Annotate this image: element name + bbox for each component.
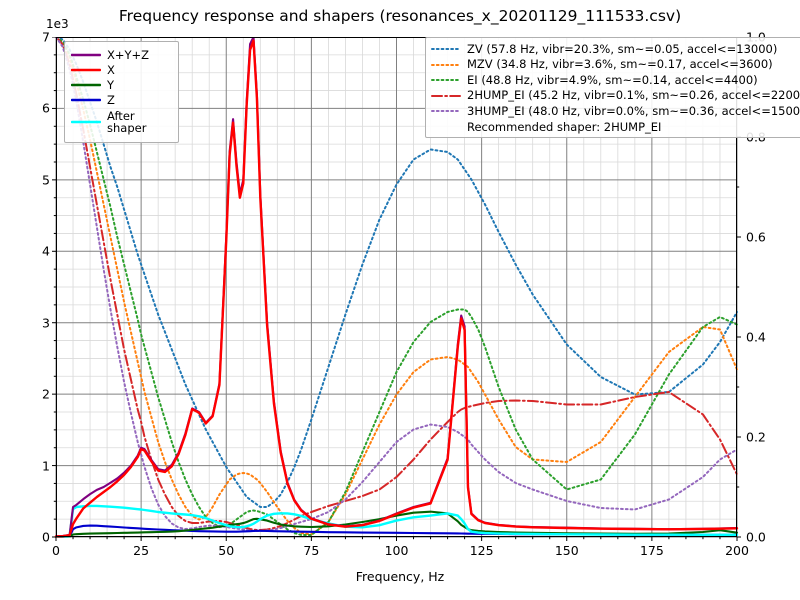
legend-item[interactable]: 3HUMP_EI (48.0 Hz, vibr=0.0%, sm~=0.36, … [431,104,800,119]
y-left-tick-label: 1 [42,458,50,474]
legend-label: Y [107,77,115,92]
legend-label: ZV (57.8 Hz, vibr=20.3%, sm~=0.05, accel… [467,41,778,56]
series-line-z [54,524,739,538]
legend-label: 2HUMP_EI (45.2 Hz, vibr=0.1%, sm~=0.26, … [467,88,800,102]
legend-item[interactable]: After shaper [71,108,171,136]
legend-item[interactable]: Z [71,93,171,107]
y-right-tick-label: 0.6 [746,229,766,245]
legend-label: X+Y+Z [107,47,150,62]
y-axis-exponent-label: 1e3 [46,17,69,31]
legend-line-swatch-icon [431,90,461,102]
legend-label: EI (48.8 Hz, vibr=4.9%, sm~=0.14, accel<… [467,72,758,87]
legend-label: 3HUMP_EI (48.0 Hz, vibr=0.0%, sm~=0.36, … [467,103,800,118]
plot-area [48,35,741,541]
x-axis-label: Frequency, Hz [355,569,445,584]
y-left-tick-label: 7 [42,29,50,45]
x-tick-label: 75 [303,543,320,558]
legend-line-swatch-icon [71,64,101,76]
legend-item[interactable]: Y [71,78,171,92]
x-tick-label: 25 [133,543,150,558]
legend-line-swatch-icon [431,74,461,86]
x-tick-label: 50 [218,543,235,558]
legend-line-swatch-icon [71,79,101,91]
y-left-tick-label: 2 [42,386,50,402]
legend-signals: X+Y+Z X Y Z After shaper [64,41,179,143]
y-left-tick-label: 3 [42,315,50,331]
legend-line-swatch-icon [431,59,461,71]
legend-label: MZV (34.8 Hz, vibr=3.6%, sm~=0.17, accel… [467,57,773,71]
legend-label: Z [107,92,115,107]
tick-marks [52,36,741,541]
legend-line-swatch-icon [431,43,461,55]
legend-label: After shaper [107,108,147,135]
series-line-mzv [55,36,738,536]
legend-item[interactable]: MZV (34.8 Hz, vibr=3.6%, sm~=0.17, accel… [431,57,800,72]
axis-frame [56,37,737,537]
legend-item[interactable]: 2HUMP_EI (45.2 Hz, vibr=0.1%, sm~=0.26, … [431,88,800,103]
y-right-tick-label: 0.2 [746,429,766,445]
x-tick-label: 125 [469,543,494,558]
series-line-x [54,39,739,538]
legend-shapers: ZV (57.8 Hz, vibr=20.3%, sm~=0.05, accel… [425,37,800,138]
series-line-after-shaper [54,504,739,538]
y-left-tick-label: 4 [42,243,50,259]
legend-line-swatch-icon [71,49,101,61]
legend-line-swatch-icon [71,116,101,128]
legend-item[interactable]: X+Y+Z [71,48,171,62]
chart-canvas [52,35,741,541]
x-tick-label: 175 [639,543,664,558]
legend-item[interactable]: EI (48.8 Hz, vibr=4.9%, sm~=0.14, accel<… [431,73,800,88]
recommended-shaper-text: Recommended shaper: 2HUMP_EI [467,120,662,134]
series-line-zv [55,36,738,508]
y-left-tick-label: 5 [42,172,50,188]
legend-item[interactable]: X [71,63,171,77]
y-right-tick-label: 0.4 [746,329,766,345]
x-tick-label: 0 [52,543,60,558]
legend-item[interactable]: ZV (57.8 Hz, vibr=20.3%, sm~=0.05, accel… [431,42,800,57]
series-line-y [54,510,739,538]
y-left-tick-label: 6 [42,100,50,116]
series-line-2hump-ei [55,36,738,531]
legend-line-swatch-icon [431,105,461,117]
chart-title: Frequency response and shapers (resonanc… [118,7,682,25]
x-tick-label: 200 [725,543,749,558]
x-tick-label: 150 [554,543,579,558]
legend-line-swatch-icon [71,94,101,106]
x-tick-label: 100 [384,543,409,558]
series-line-ei [55,36,738,536]
legend-label: X [107,62,115,77]
y-left-tick-label: 0 [42,529,50,545]
y-right-tick-label: 0.0 [746,529,766,545]
